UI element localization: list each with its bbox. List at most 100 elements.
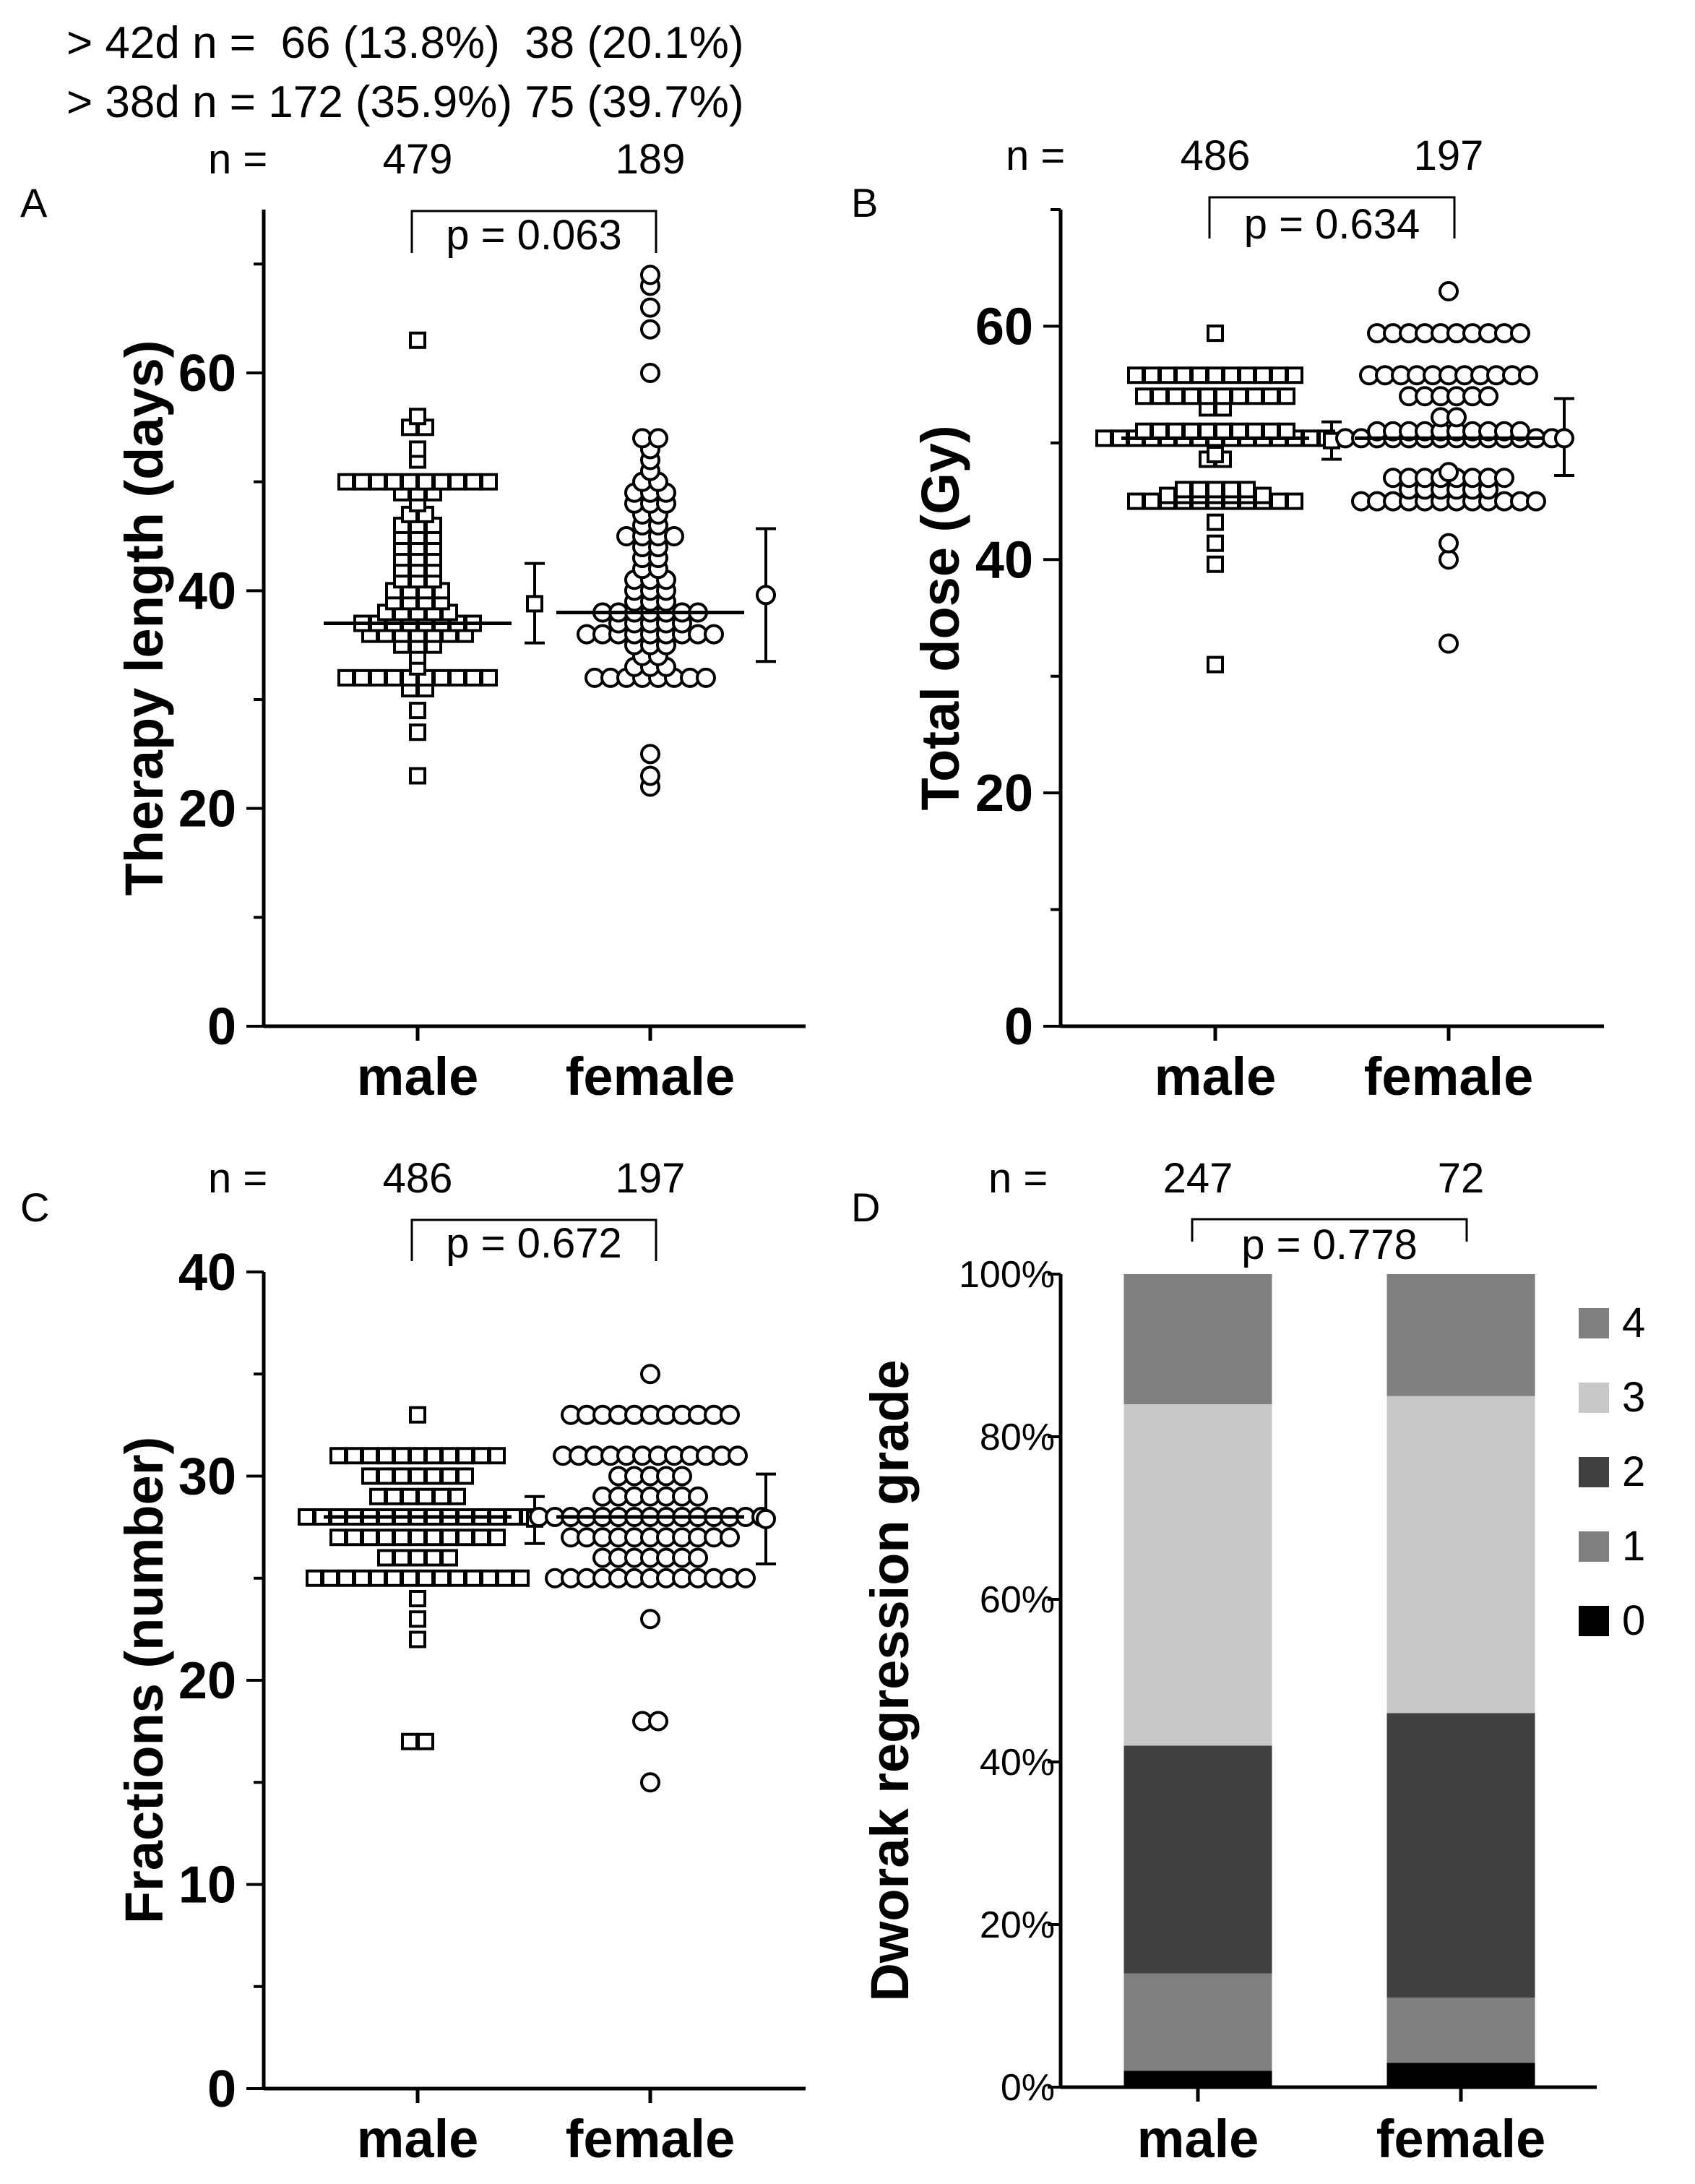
points-female bbox=[529, 1364, 772, 1793]
data-point bbox=[1183, 422, 1200, 440]
n-label: n = bbox=[208, 1155, 267, 1202]
data-point bbox=[720, 1404, 740, 1425]
data-point bbox=[640, 1364, 660, 1385]
p-value: p = 0.778 bbox=[1241, 1221, 1418, 1268]
bar-segment-grade-3 bbox=[1386, 1396, 1535, 1714]
legend-label-4: 4 bbox=[1622, 1299, 1645, 1346]
data-point bbox=[465, 668, 482, 687]
p-value: p = 0.672 bbox=[446, 1220, 622, 1267]
y-tick-label: 40% bbox=[980, 1742, 1055, 1784]
data-point bbox=[369, 1569, 387, 1587]
p-bracket bbox=[410, 1218, 657, 1261]
data-point bbox=[385, 1569, 402, 1587]
y-tick-label: 60 bbox=[975, 298, 1033, 356]
x-category-male: male bbox=[1155, 1046, 1277, 1106]
data-point bbox=[417, 1487, 434, 1505]
data-point bbox=[1167, 422, 1184, 440]
data-point bbox=[1167, 387, 1184, 405]
data-point bbox=[1246, 422, 1264, 440]
data-point bbox=[1446, 407, 1467, 428]
data-point bbox=[1159, 486, 1176, 504]
data-point bbox=[393, 1447, 410, 1465]
data-point bbox=[1230, 387, 1248, 405]
data-point bbox=[640, 1772, 660, 1793]
legend-swatch-2 bbox=[1579, 1457, 1609, 1487]
y-axis-label: Therapy length (days) bbox=[114, 340, 174, 896]
data-point bbox=[1510, 323, 1530, 344]
data-point bbox=[409, 331, 426, 349]
data-point bbox=[393, 1549, 410, 1567]
data-point bbox=[1143, 366, 1160, 384]
data-point bbox=[480, 1569, 498, 1587]
x-category-female: female bbox=[566, 2109, 735, 2169]
data-point bbox=[1207, 324, 1224, 343]
data-point bbox=[1286, 366, 1303, 384]
data-point bbox=[640, 297, 660, 318]
data-point bbox=[409, 1447, 426, 1465]
header-line-42d: > 42d n = 66 (13.8%) 38 (20.1%) bbox=[66, 18, 743, 68]
data-point bbox=[473, 1529, 490, 1547]
panel-letter: D bbox=[851, 1185, 880, 1230]
bar-female bbox=[1386, 1274, 1535, 2087]
y-tick-label: 0 bbox=[207, 2060, 236, 2118]
data-point bbox=[409, 767, 426, 785]
data-point bbox=[1518, 365, 1538, 386]
data-point bbox=[425, 1529, 442, 1547]
data-point bbox=[640, 363, 660, 383]
data-point bbox=[449, 473, 466, 491]
data-point bbox=[1191, 481, 1208, 499]
points-male bbox=[1095, 324, 1335, 674]
data-point bbox=[329, 1447, 347, 1465]
data-point bbox=[480, 473, 498, 491]
header-line-38d: > 38d n = 172 (35.9%) 75 (39.7%) bbox=[66, 77, 744, 127]
panel-b: Bn = 486 197 p = 0.634 Total dose (Gy) male fe… bbox=[851, 132, 1604, 1106]
n-value-female: 197 bbox=[616, 1155, 686, 1202]
data-point bbox=[465, 473, 482, 491]
data-point bbox=[1439, 549, 1459, 570]
panel-a: An = 479 189 p = 0.063 Therapy length (days)… bbox=[20, 136, 806, 1106]
data-point bbox=[441, 1467, 458, 1485]
data-point bbox=[385, 1487, 402, 1505]
data-point bbox=[1278, 422, 1295, 440]
bar-segment-grade-3 bbox=[1123, 1404, 1272, 1746]
data-point bbox=[322, 1569, 339, 1587]
data-point bbox=[377, 1467, 394, 1485]
data-point bbox=[409, 723, 426, 741]
data-point bbox=[449, 1487, 466, 1505]
data-point bbox=[1526, 491, 1546, 512]
data-point bbox=[648, 428, 668, 449]
data-point bbox=[345, 1447, 363, 1465]
bar-segment-grade-2 bbox=[1123, 1745, 1272, 1974]
legend-swatch-1 bbox=[1579, 1531, 1609, 1562]
data-point bbox=[425, 1447, 442, 1465]
data-point bbox=[465, 1569, 482, 1587]
panels: An = 479 189 p = 0.063 Therapy length (days)… bbox=[20, 132, 1645, 2169]
data-point bbox=[433, 668, 450, 687]
data-point bbox=[1207, 555, 1224, 573]
data-point bbox=[457, 1529, 474, 1547]
data-point bbox=[401, 1732, 418, 1750]
data-point bbox=[1238, 366, 1256, 384]
mean-marker bbox=[756, 1508, 776, 1529]
y-tick-label: 40 bbox=[975, 531, 1033, 589]
data-point bbox=[1439, 281, 1459, 301]
data-point bbox=[672, 1466, 692, 1487]
legend-swatch-3 bbox=[1579, 1383, 1609, 1413]
data-point bbox=[441, 1529, 458, 1547]
n-value-male: 486 bbox=[383, 1155, 453, 1202]
data-point bbox=[1254, 366, 1272, 384]
data-point bbox=[1135, 387, 1152, 405]
n-value-male: 247 bbox=[1163, 1155, 1233, 1202]
points-female bbox=[577, 265, 724, 797]
data-point bbox=[1270, 492, 1288, 510]
panel-letter: A bbox=[20, 180, 48, 225]
data-point bbox=[488, 1447, 506, 1465]
data-point bbox=[401, 1569, 418, 1587]
data-point bbox=[337, 473, 355, 491]
data-point bbox=[369, 473, 387, 491]
data-point bbox=[298, 1508, 315, 1526]
data-point bbox=[409, 1406, 426, 1424]
bar-male bbox=[1123, 1274, 1272, 2087]
data-point bbox=[393, 1529, 410, 1547]
